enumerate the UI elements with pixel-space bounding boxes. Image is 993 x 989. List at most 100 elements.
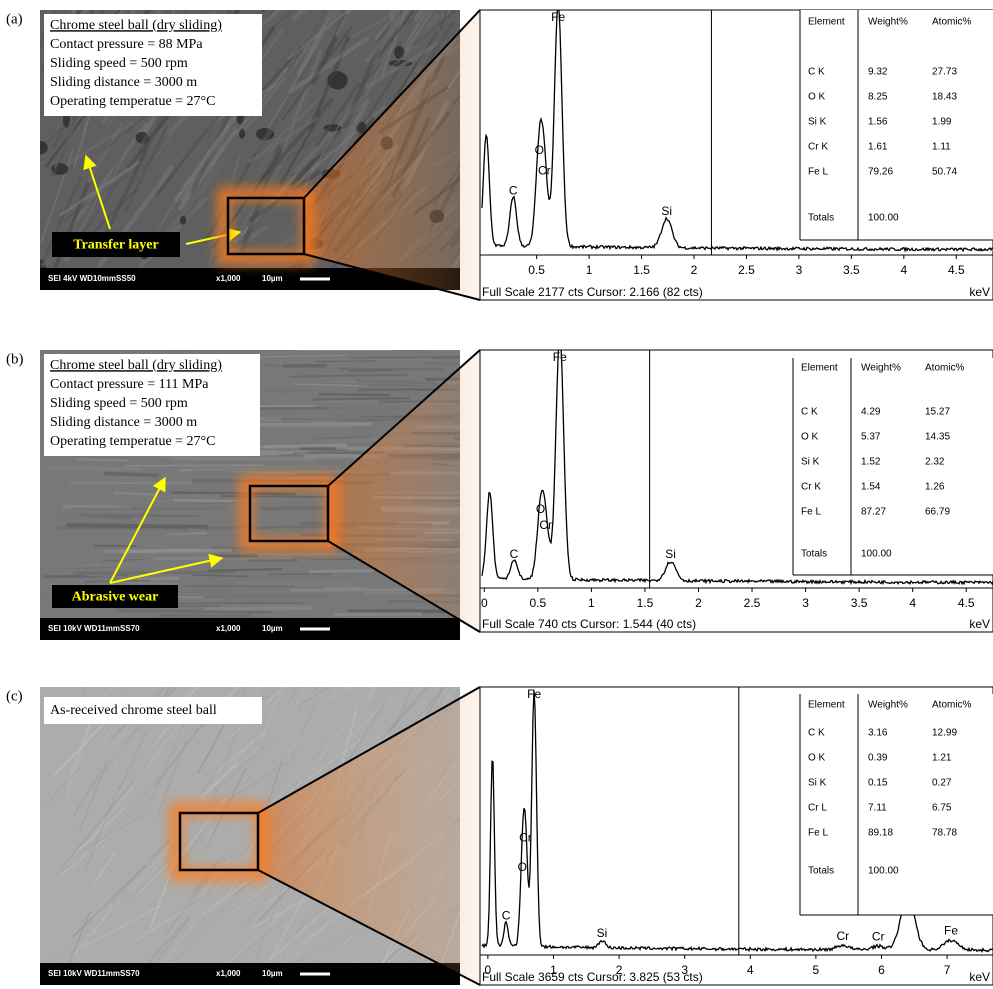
streak <box>322 414 394 416</box>
table-cell: O K <box>801 432 819 443</box>
peak-label: O <box>518 860 527 874</box>
streak <box>117 610 271 612</box>
spectrum-footer: Full Scale 2177 cts Cursor: 2.166 (82 ct… <box>482 285 703 299</box>
table-cell: 6.75 <box>932 803 952 814</box>
table-cell: 5.37 <box>861 432 881 443</box>
x-tick-label: 0.5 <box>529 596 546 610</box>
table-header: Element <box>808 700 845 711</box>
info-line: Chrome steel ball (dry sliding) <box>50 358 222 373</box>
peak-label: Fe <box>553 350 567 364</box>
info-line: As-received chrome steel ball <box>50 703 217 718</box>
table-cell: 66.79 <box>925 507 950 518</box>
peak-label: Cr <box>836 929 849 943</box>
panel-label: (b) <box>6 351 24 367</box>
table-header: Atomic% <box>932 17 972 28</box>
streak <box>321 359 432 360</box>
table-totals: 100.00 <box>868 213 899 224</box>
peak-label: Si <box>665 547 676 561</box>
x-tick-label: 0 <box>481 596 488 610</box>
table-header: Atomic% <box>925 363 965 374</box>
streak <box>74 564 131 566</box>
table-cell: 12.99 <box>932 728 957 739</box>
table-cell: 1.21 <box>932 753 952 764</box>
peak-label: C <box>509 184 518 198</box>
sem-footer-text: SEI 4kV WD10mmSS50 <box>48 274 136 283</box>
peak-label: Si <box>597 926 608 940</box>
sem-footer-scale: 10µm <box>262 624 283 633</box>
x-tick-label: 1 <box>586 263 593 277</box>
x-tick-label: 4 <box>747 963 754 977</box>
scratch <box>113 648 171 689</box>
table-cell: 27.73 <box>932 67 957 78</box>
streak <box>204 608 313 609</box>
table-totals: Totals <box>808 866 834 877</box>
sem-footer-mag: x1,000 <box>216 969 241 978</box>
table-cell: 14.35 <box>925 432 950 443</box>
table-header: Atomic% <box>932 700 972 711</box>
sem-footer-mag: x1,000 <box>216 274 241 283</box>
table-cell: Si K <box>808 117 827 128</box>
table-cell: 0.39 <box>868 753 888 764</box>
streak <box>76 459 127 460</box>
table-cell: 78.78 <box>932 828 957 839</box>
scratch <box>200 633 241 696</box>
table-header: Weight% <box>868 17 908 28</box>
x-tick-label: 3 <box>796 263 803 277</box>
x-tick-label: 0.5 <box>528 263 545 277</box>
table-cell: 89.18 <box>868 828 893 839</box>
streak <box>333 614 421 615</box>
table-cell: 3.16 <box>868 728 888 739</box>
streak <box>114 493 155 495</box>
streak <box>174 500 234 501</box>
streak <box>236 583 352 584</box>
table-header: Weight% <box>868 700 908 711</box>
streak <box>312 398 409 400</box>
streak <box>265 445 347 447</box>
x-tick-label: 2.5 <box>744 596 761 610</box>
table-cell: 1.26 <box>925 482 945 493</box>
table-cell: O K <box>808 753 826 764</box>
info-line: Sliding distance = 3000 m <box>50 75 197 90</box>
streak <box>137 578 179 580</box>
sem-footer-text: SEI 10kV WD11mmSS70 <box>48 969 140 978</box>
table-cell: 7.11 <box>868 803 887 814</box>
peak-label: O <box>535 143 544 157</box>
panel-label: (c) <box>6 688 23 704</box>
streak <box>66 525 208 527</box>
table-cell: 2.32 <box>925 457 945 468</box>
table-cell: 0.15 <box>868 778 888 789</box>
table-cell: Fe L <box>808 167 828 178</box>
peak-label: Fe <box>944 924 958 938</box>
table-cell: 1.11 <box>932 142 951 153</box>
x-tick-label: 7 <box>944 963 951 977</box>
streak <box>154 558 292 559</box>
streak <box>249 493 296 494</box>
table-bg <box>800 10 993 240</box>
table-cell: Si K <box>801 457 820 468</box>
info-line: Contact pressure = 111 MPa <box>50 377 209 392</box>
table-cell: 1.54 <box>861 482 881 493</box>
x-tick-label: 3.5 <box>851 596 868 610</box>
sem-footer-scale: 10µm <box>262 274 283 283</box>
x-tick-label: 5 <box>813 963 820 977</box>
table-cell: 79.26 <box>868 167 893 178</box>
table-cell: Cr K <box>808 142 828 153</box>
x-tick-label: 3 <box>802 596 809 610</box>
table-totals: 100.00 <box>868 866 899 877</box>
table-cell: 1.99 <box>932 117 952 128</box>
streak <box>87 517 134 518</box>
table-cell: Cr K <box>801 482 821 493</box>
streak <box>63 507 131 508</box>
table-bg <box>800 694 993 915</box>
scratch <box>45 633 83 695</box>
x-tick-label: 1.5 <box>637 596 654 610</box>
annotation: Abrasive wear <box>72 590 159 605</box>
sem-footer-scale: 10µm <box>262 969 283 978</box>
streak <box>163 349 256 350</box>
x-tick-label: 2 <box>691 263 698 277</box>
peak-label: Cr <box>539 518 552 532</box>
table-cell: C K <box>801 407 818 418</box>
info-line: Contact pressure = 88 MPa <box>50 37 203 52</box>
peak-label: Cr <box>872 930 885 944</box>
streak <box>185 586 295 587</box>
